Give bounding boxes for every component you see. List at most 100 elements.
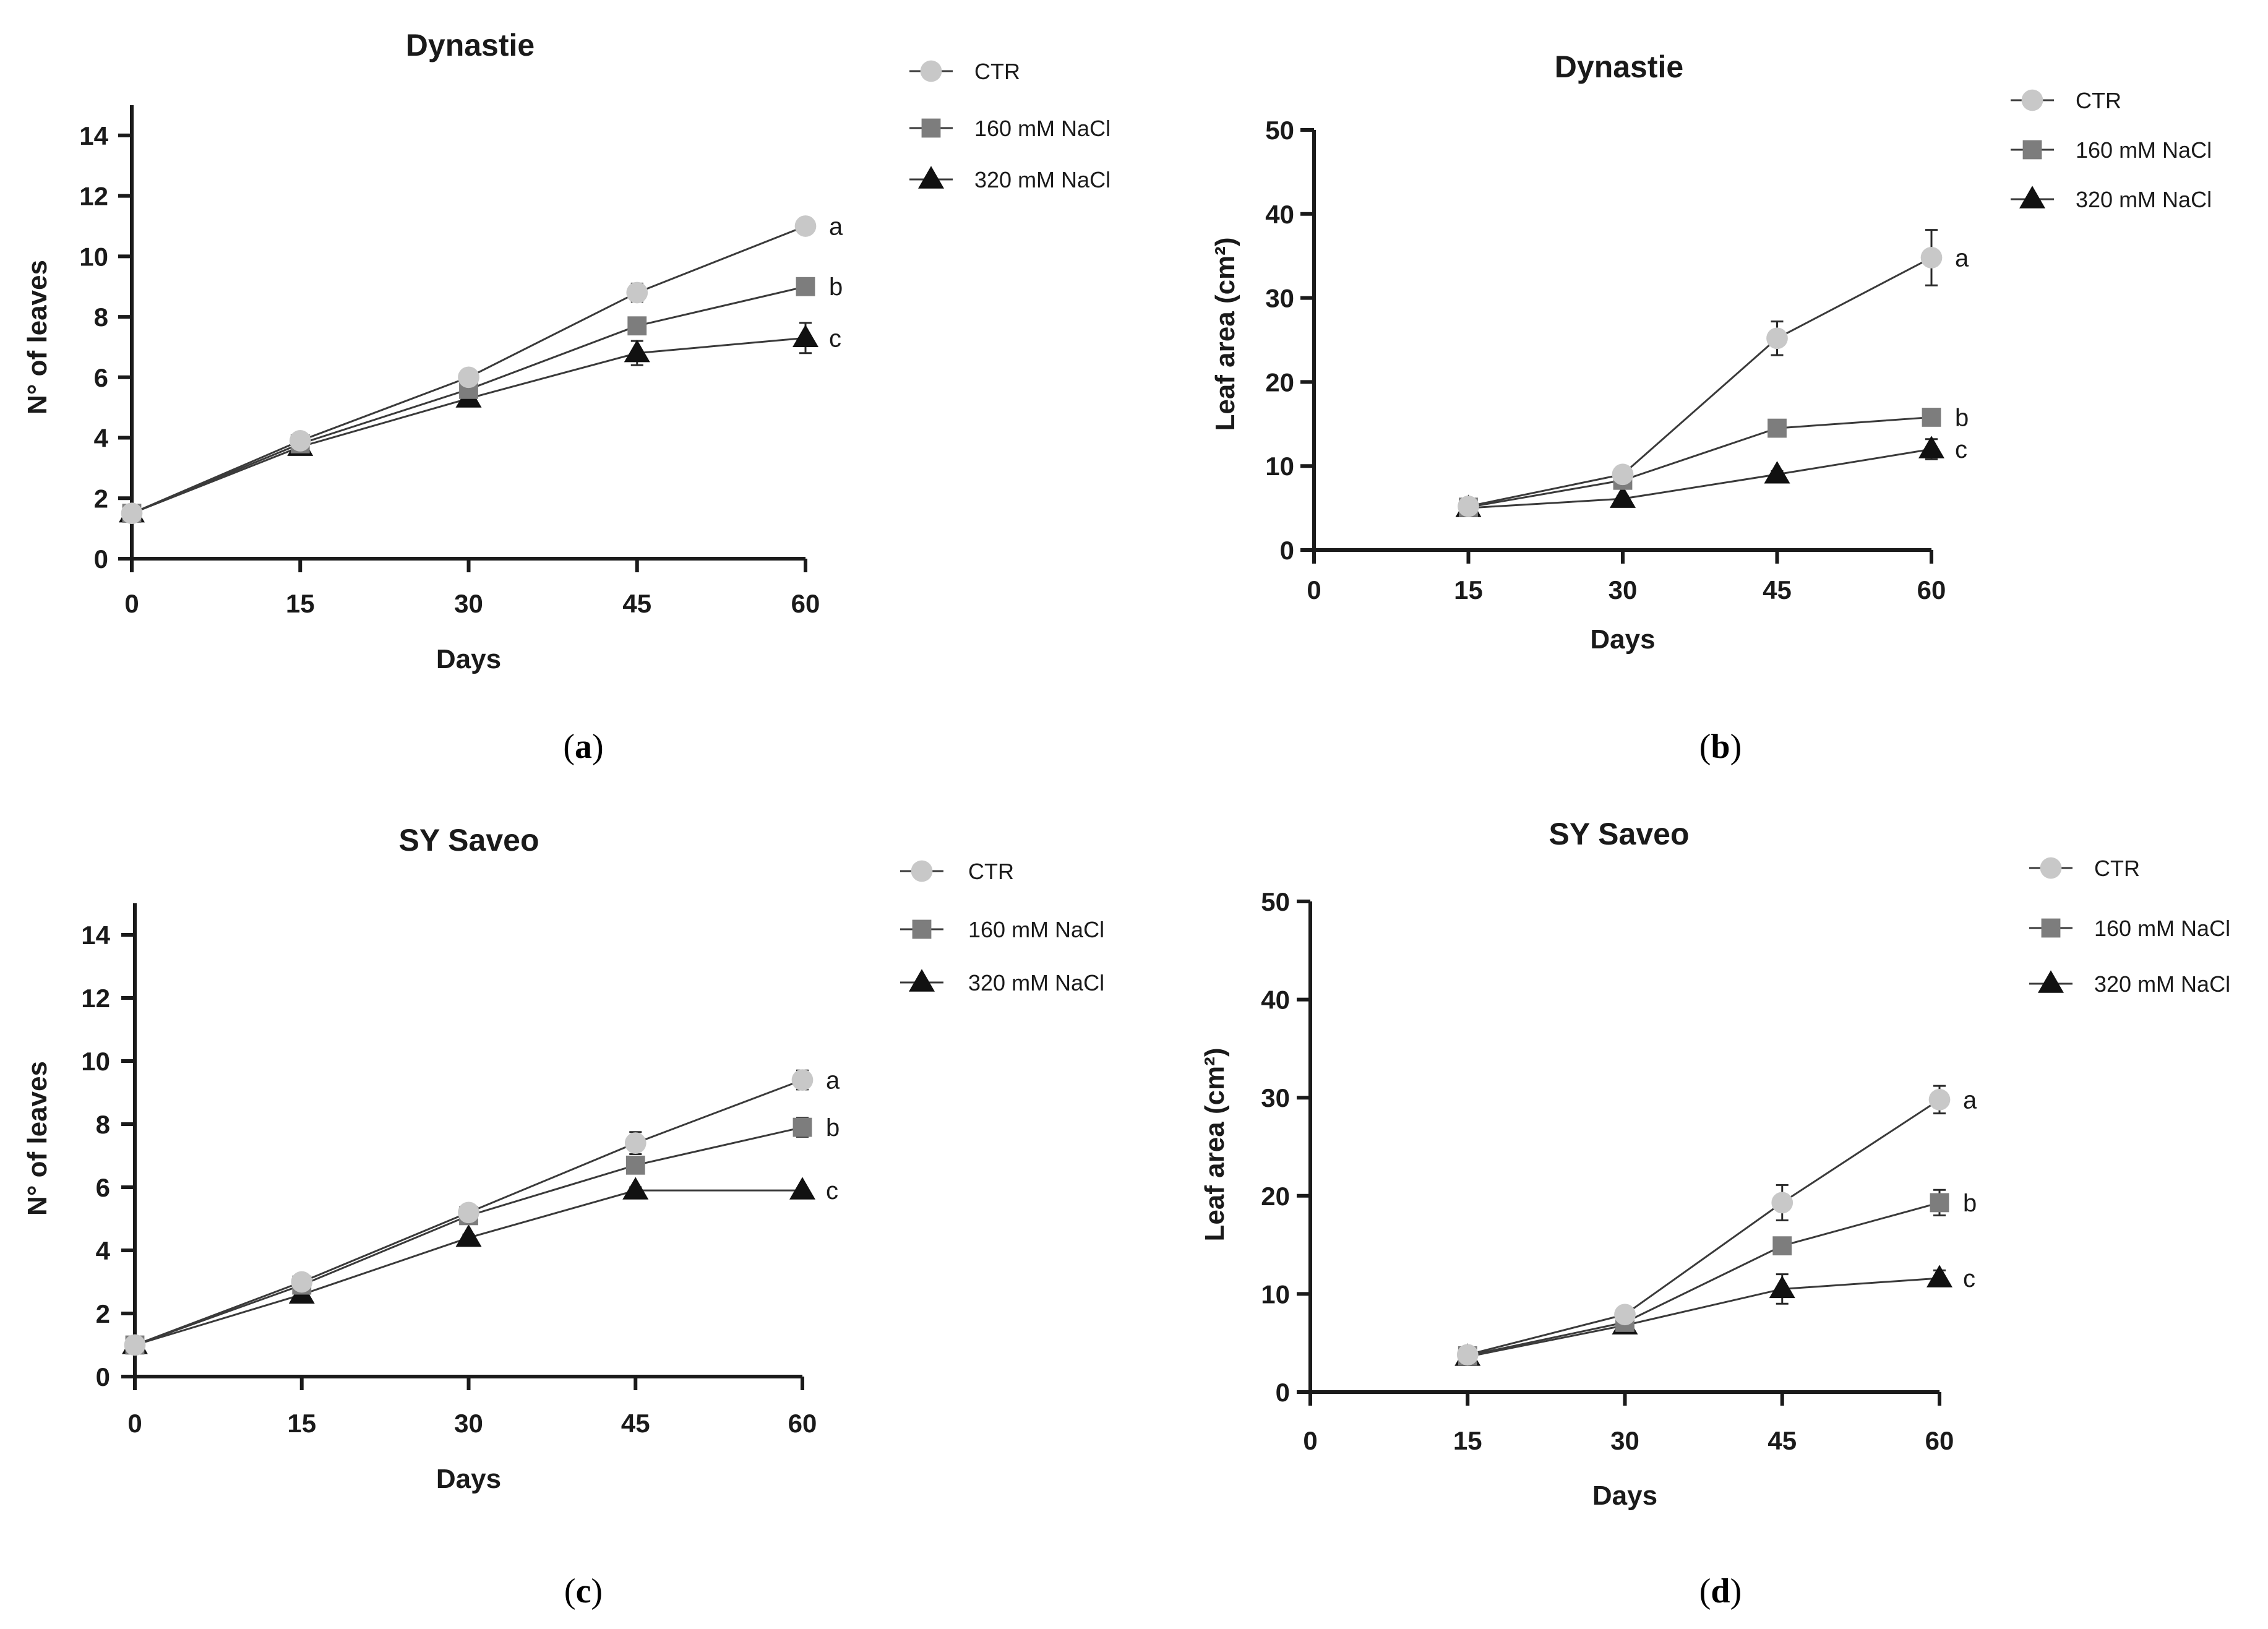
data-point — [458, 366, 479, 389]
data-point — [291, 1271, 313, 1293]
series-ctr: a — [1456, 1085, 1977, 1366]
legend: CTR 160 mM NaCl 320 mM NaCl — [909, 59, 1110, 192]
legend-label: 320 mM NaCl — [2094, 971, 2230, 997]
data-point — [789, 1177, 815, 1200]
y-tick-label: 30 — [1265, 284, 1294, 313]
series-line — [1468, 416, 1932, 509]
significance-label: b — [829, 273, 843, 301]
legend-item: CTR — [900, 859, 1014, 884]
data-point — [1614, 1304, 1636, 1326]
legend: CTR 160 mM NaCl 320 mM NaCl — [900, 859, 1104, 995]
legend-item: 160 mM NaCl — [2011, 137, 2212, 163]
y-tick-label: 10 — [1261, 1279, 1290, 1309]
data-point — [1456, 1344, 1479, 1366]
x-tick-label: 15 — [1453, 1426, 1482, 1455]
significance-label: b — [1963, 1190, 1977, 1217]
y-axis-label: Leaf area (cm²) — [1210, 237, 1240, 431]
data-point — [1772, 1236, 1792, 1256]
y-tick-label: 2 — [94, 484, 108, 513]
x-tick-label: 15 — [1454, 575, 1483, 604]
panel-caption: (c) — [564, 1572, 603, 1610]
y-tick-label: 4 — [94, 424, 109, 453]
x-tick-label: 30 — [454, 589, 483, 618]
data-point — [1764, 461, 1790, 484]
y-tick-label: 10 — [79, 242, 108, 271]
series-line — [1468, 448, 1932, 509]
data-point — [1922, 408, 1941, 427]
data-point — [289, 430, 311, 452]
legend-marker — [909, 969, 935, 992]
y-tick-label: 50 — [1265, 116, 1294, 145]
panel-caption: (a) — [563, 728, 603, 766]
legend-label: 160 mM NaCl — [968, 917, 1104, 942]
data-point — [1927, 1265, 1952, 1287]
chart-panel-d: SY Saveo 0 10 20 30 40 50 0 15 30 45 60 Days Leaf are… — [1200, 817, 2230, 1610]
data-point — [1928, 1089, 1951, 1111]
x-tick-label: 60 — [1925, 1426, 1954, 1455]
chart-title: SY Saveo — [1549, 817, 1689, 851]
series-line — [131, 337, 806, 515]
data-point — [1769, 1275, 1795, 1299]
legend-item: 320 mM NaCl — [2029, 970, 2230, 997]
legend-marker — [918, 166, 944, 189]
legend-label: 320 mM NaCl — [2076, 187, 2212, 212]
data-point — [1766, 327, 1788, 350]
y-tick-label: 50 — [1261, 887, 1290, 916]
chart-title: Dynastie — [406, 28, 535, 62]
legend: CTR 160 mM NaCl 320 mM NaCl — [2029, 856, 2230, 997]
legend-marker — [2019, 186, 2045, 208]
data-point — [626, 282, 648, 304]
data-point — [627, 316, 647, 336]
legend: CTR 160 mM NaCl 320 mM NaCl — [2011, 88, 2212, 212]
chart-title: SY Saveo — [398, 823, 539, 857]
data-point — [124, 1334, 146, 1356]
data-point — [796, 277, 815, 296]
y-tick-label: 6 — [96, 1173, 110, 1202]
legend-item: 160 mM NaCl — [900, 917, 1104, 942]
legend-marker — [912, 919, 932, 939]
legend-label: 320 mM NaCl — [974, 167, 1110, 192]
y-tick-label: 2 — [96, 1299, 110, 1328]
legend-item: 320 mM NaCl — [2011, 186, 2212, 212]
series-160-mm-nacl: b — [122, 273, 843, 523]
legend-label: CTR — [968, 859, 1014, 884]
data-point — [791, 1069, 814, 1091]
legend-label: CTR — [2076, 88, 2121, 113]
x-tick-label: 0 — [124, 589, 139, 618]
x-tick-label: 30 — [1609, 575, 1638, 604]
x-tick-label: 15 — [287, 1409, 316, 1438]
x-axis-label: Days — [1592, 1481, 1657, 1511]
data-point — [624, 1132, 646, 1154]
legend-marker — [2038, 970, 2064, 993]
y-tick-label: 12 — [81, 984, 110, 1013]
legend-marker — [2022, 140, 2042, 160]
legend-item: 160 mM NaCl — [2029, 916, 2230, 941]
x-tick-label: 0 — [1303, 1426, 1317, 1455]
y-tick-label: 30 — [1261, 1083, 1290, 1112]
legend-label: CTR — [2094, 856, 2140, 881]
x-axis-label: Days — [1590, 624, 1655, 655]
series-line — [1468, 257, 1932, 507]
x-tick-label: 60 — [1917, 575, 1946, 604]
data-point — [458, 1201, 479, 1224]
significance-label: c — [1955, 436, 1967, 463]
x-tick-label: 30 — [1610, 1426, 1639, 1455]
legend-label: 160 mM NaCl — [2094, 916, 2230, 941]
legend-marker — [2040, 857, 2062, 879]
significance-label: b — [826, 1114, 840, 1141]
y-tick-label: 0 — [94, 544, 108, 574]
y-tick-label: 20 — [1261, 1182, 1290, 1211]
data-point — [794, 215, 817, 237]
data-point — [1771, 1192, 1793, 1214]
y-tick-label: 10 — [1265, 452, 1294, 481]
legend-item: CTR — [909, 59, 1020, 84]
series-320-mm-nacl: c — [1454, 1265, 1975, 1366]
series-ctr: a — [121, 213, 843, 525]
x-axis-label: Days — [436, 644, 501, 674]
significance-label: a — [826, 1067, 840, 1094]
series-line — [1467, 1201, 1940, 1357]
x-tick-label: 45 — [1768, 1426, 1797, 1455]
data-point — [455, 1224, 482, 1247]
legend-label: 160 mM NaCl — [974, 116, 1110, 141]
legend-marker — [911, 860, 933, 882]
